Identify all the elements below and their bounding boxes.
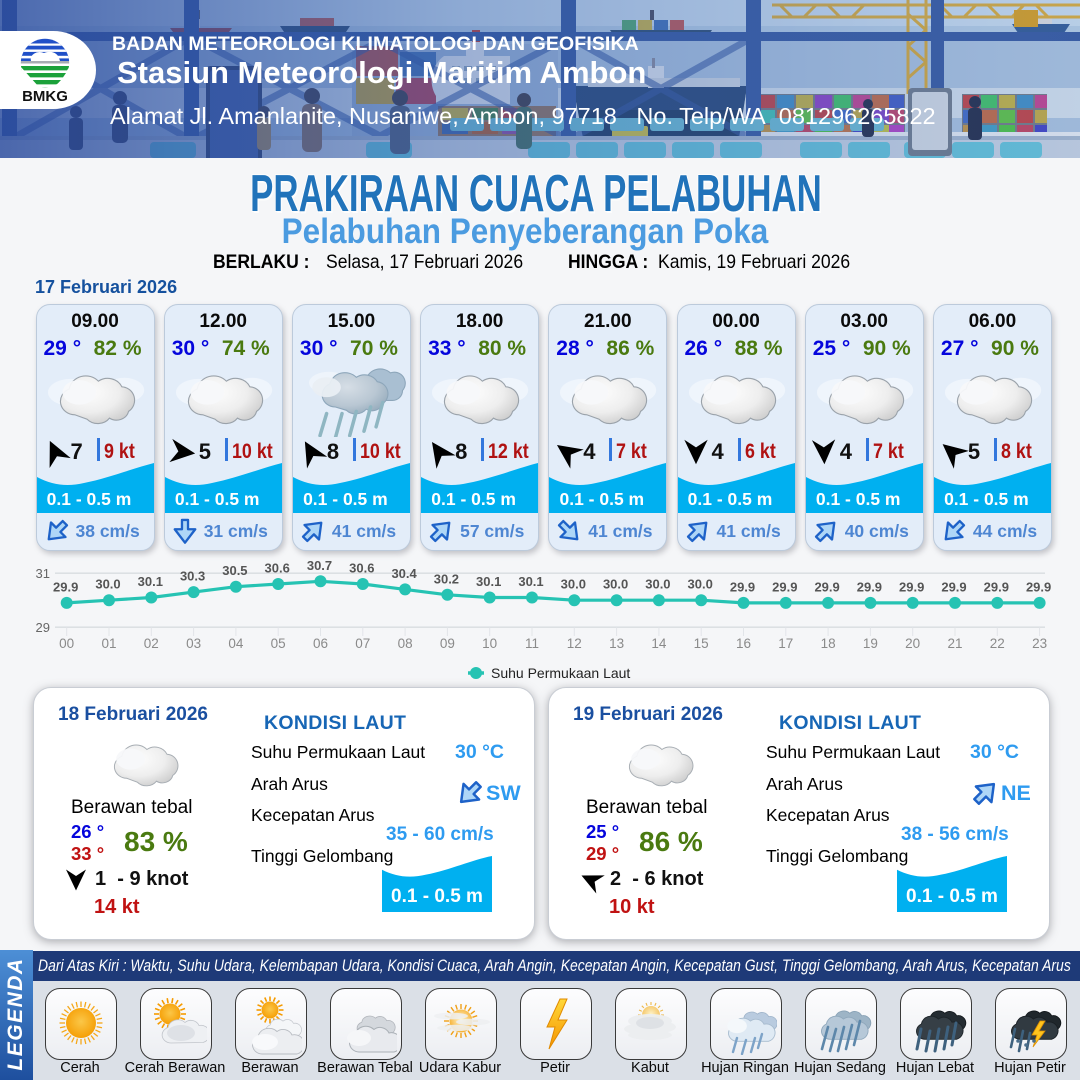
svg-text:29.9: 29.9 [814, 579, 839, 594]
svg-text:13: 13 [609, 636, 624, 651]
svg-text:16: 16 [736, 636, 751, 651]
svg-text:23: 23 [1032, 636, 1047, 651]
svg-text:30.0: 30.0 [95, 577, 120, 592]
svg-text:BMKG: BMKG [22, 88, 68, 103]
svg-text:29.9: 29.9 [772, 579, 797, 594]
svg-text:18: 18 [821, 636, 836, 651]
svg-text:11: 11 [525, 636, 539, 651]
svg-text:30.0: 30.0 [561, 577, 586, 592]
svg-text:Suhu Permukaan Laut: Suhu Permukaan Laut [491, 665, 630, 681]
svg-text:01: 01 [101, 636, 116, 651]
svg-text:30.2: 30.2 [434, 571, 459, 586]
svg-text:08: 08 [398, 636, 413, 651]
svg-text:09: 09 [440, 636, 455, 651]
svg-text:17: 17 [778, 636, 793, 651]
svg-text:30.0: 30.0 [645, 577, 670, 592]
svg-text:19: 19 [863, 636, 878, 651]
svg-text:03: 03 [186, 636, 201, 651]
svg-text:30.1: 30.1 [476, 574, 501, 589]
svg-text:29.9: 29.9 [1026, 579, 1051, 594]
svg-text:29.9: 29.9 [53, 579, 78, 594]
svg-text:05: 05 [271, 636, 286, 651]
svg-text:21: 21 [947, 636, 962, 651]
svg-text:30.6: 30.6 [349, 561, 374, 576]
svg-text:14: 14 [651, 636, 667, 651]
svg-text:30.5: 30.5 [222, 563, 247, 578]
svg-text:15: 15 [694, 636, 709, 651]
svg-text:30.0: 30.0 [688, 577, 713, 592]
svg-text:02: 02 [144, 636, 159, 651]
svg-text:29: 29 [36, 620, 50, 635]
svg-text:31: 31 [36, 566, 50, 581]
svg-text:20: 20 [905, 636, 920, 651]
svg-text:12: 12 [567, 636, 582, 651]
svg-text:29.9: 29.9 [899, 579, 924, 594]
svg-text:30.1: 30.1 [518, 574, 543, 589]
svg-text:06: 06 [313, 636, 328, 651]
svg-text:29.9: 29.9 [984, 579, 1009, 594]
svg-text:30.1: 30.1 [138, 574, 163, 589]
svg-text:10: 10 [482, 636, 497, 651]
svg-text:30.0: 30.0 [603, 577, 628, 592]
svg-text:07: 07 [355, 636, 370, 651]
svg-text:29.9: 29.9 [941, 579, 966, 594]
svg-text:30.4: 30.4 [391, 566, 417, 581]
svg-text:30.6: 30.6 [265, 561, 290, 576]
svg-text:29.9: 29.9 [857, 579, 882, 594]
svg-text:30.7: 30.7 [307, 560, 332, 573]
svg-text:04: 04 [228, 636, 244, 651]
svg-text:29.9: 29.9 [730, 579, 755, 594]
svg-text:22: 22 [990, 636, 1005, 651]
svg-text:00: 00 [59, 636, 74, 651]
svg-text:30.3: 30.3 [180, 569, 205, 584]
